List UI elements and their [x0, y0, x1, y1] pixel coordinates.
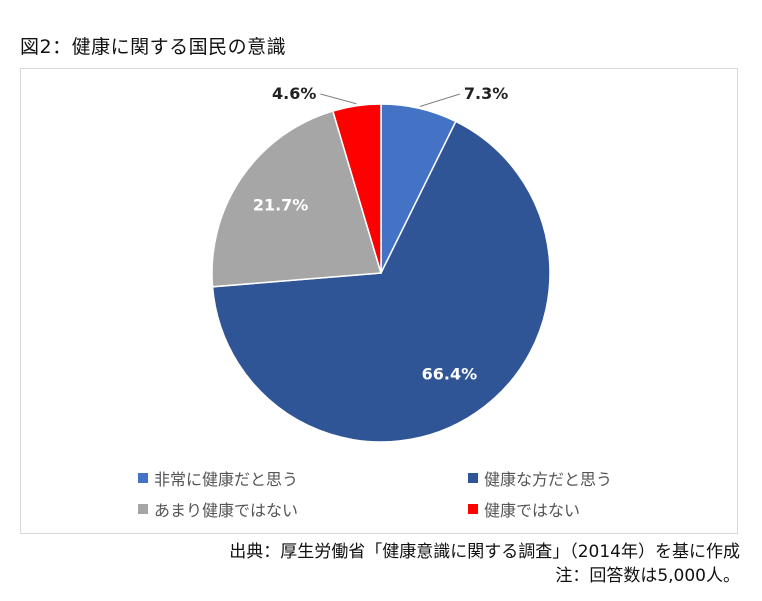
data-label-not-very-healthy: 21.7%: [253, 195, 309, 214]
pie-slice-not-very-healthy: [211, 110, 382, 288]
source-note: 出典：厚生労働省「健康意識に関する調査」（2014年）を基に作成 注：回答数は5…: [229, 540, 740, 588]
leader-line-not-healthy: [320, 93, 357, 105]
data-label-not-healthy: 4.6%: [272, 84, 316, 103]
source-citation: 出典：厚生労働省「健康意識に関する調査」（2014年）を基に作成: [229, 542, 740, 562]
pie-slice-fairly-healthy: [211, 120, 551, 443]
data-label-fairly-healthy: 66.4%: [422, 365, 478, 384]
data-label-very-healthy: 7.3%: [464, 84, 508, 103]
leader-line-very-healthy: [419, 93, 461, 107]
respondent-note: 注：回答数は5,000人。: [555, 566, 740, 586]
chart-title: 図2：健康に関する国民の意識: [20, 36, 287, 58]
pie-slice-not-healthy: [331, 103, 382, 274]
